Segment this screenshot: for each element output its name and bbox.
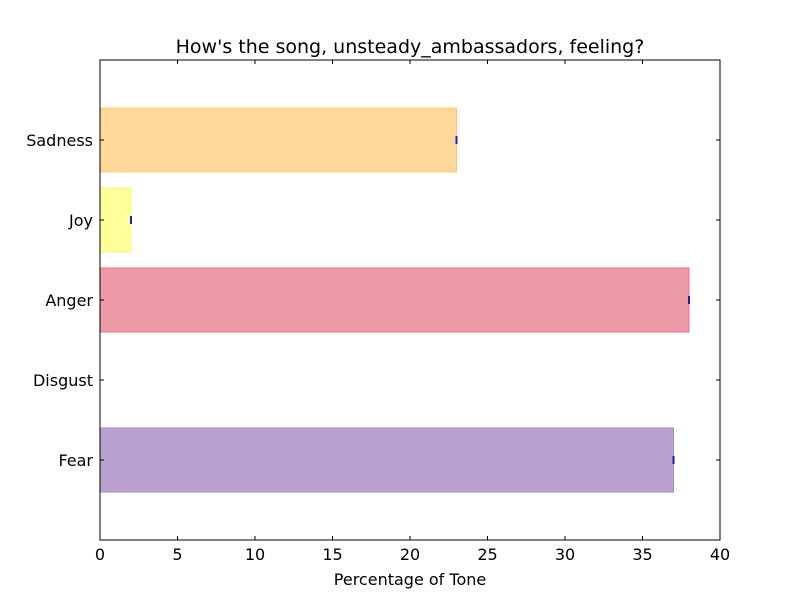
bar-fear [100,428,674,492]
bar-sadness [100,108,457,172]
y-tick-label-disgust: Disgust [33,371,93,390]
x-tick-label-20: 20 [400,545,420,564]
y-tick-label-fear: Fear [58,451,93,470]
x-axis-label: Percentage of Tone [334,570,486,589]
x-tick-label-5: 5 [172,545,182,564]
marker-joy [130,216,132,224]
x-tick-label-30: 30 [555,545,575,564]
y-tick-label-sadness: Sadness [26,131,93,150]
x-tick-label-15: 15 [322,545,342,564]
bar-joy [100,188,131,252]
x-tick-label-40: 40 [710,545,730,564]
x-tick-label-0: 0 [95,545,105,564]
marker-sadness [456,136,458,144]
chart-title: How's the song, unsteady_ambassadors, fe… [176,36,645,58]
bar-anger [100,268,689,332]
y-tick-label-joy: Joy [68,211,93,230]
marker-fear [673,456,675,464]
marker-anger [688,296,690,304]
y-tick-label-anger: Anger [45,291,93,310]
x-tick-label-35: 35 [632,545,652,564]
x-tick-label-10: 10 [245,545,265,564]
x-tick-label-25: 25 [477,545,497,564]
